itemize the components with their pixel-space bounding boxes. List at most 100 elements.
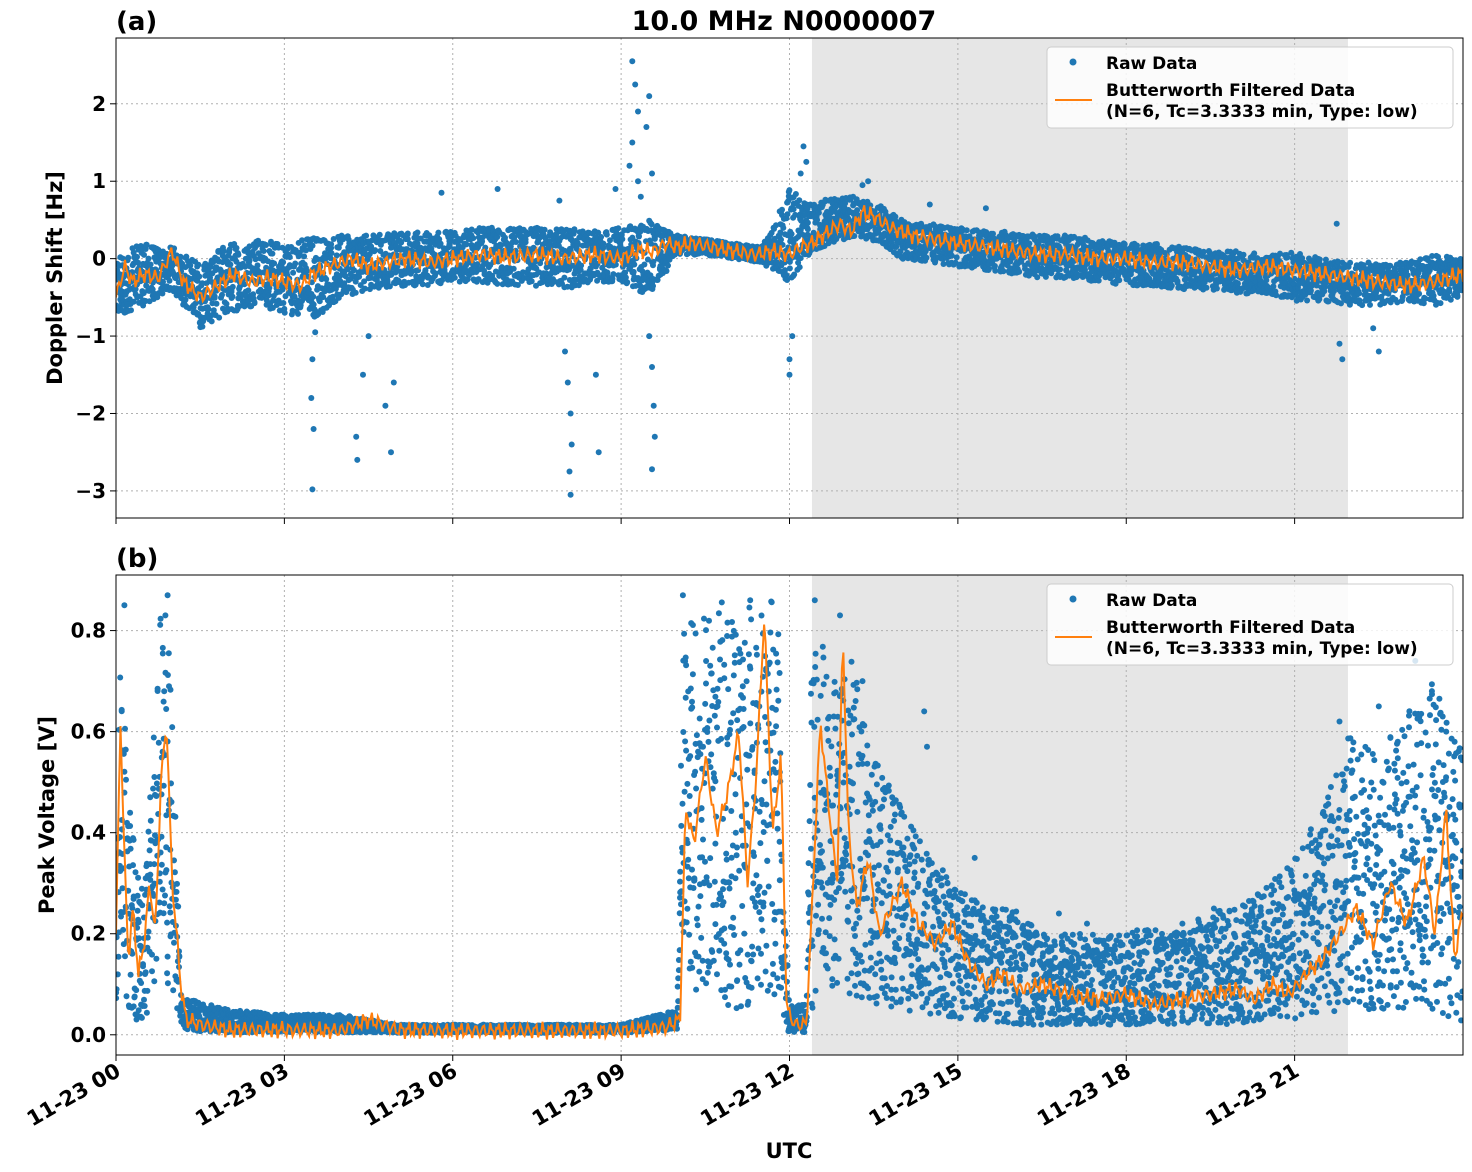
raw-data-point	[624, 279, 631, 286]
raw-data-point	[514, 282, 521, 288]
raw-data-point	[310, 293, 317, 300]
raw-data-point	[132, 286, 139, 293]
raw-data-point	[213, 300, 220, 307]
raw-data-point	[451, 269, 458, 276]
raw-data-point	[650, 283, 656, 289]
raw-data-point	[330, 236, 337, 242]
raw-data-point	[1356, 290, 1363, 297]
raw-data-point	[630, 268, 637, 275]
raw-data-point	[1284, 254, 1291, 261]
raw-data-point	[854, 207, 861, 214]
raw-data-point	[271, 260, 278, 267]
raw-data-point	[373, 277, 380, 284]
raw-data-point	[159, 290, 166, 297]
raw-data-point	[145, 255, 152, 262]
raw-data-point	[414, 229, 421, 236]
raw-data-point	[195, 261, 202, 268]
raw-data-point	[143, 241, 150, 248]
raw-data-point	[363, 232, 370, 239]
raw-data-point	[1203, 284, 1210, 291]
raw-data-point	[779, 206, 785, 213]
raw-data-point	[295, 310, 301, 317]
raw-data-point	[513, 239, 519, 245]
raw-data-point	[404, 236, 411, 243]
raw-data-point	[598, 234, 605, 240]
raw-data-point	[323, 276, 330, 283]
raw-data-point	[786, 265, 793, 272]
raw-data-point	[229, 293, 236, 300]
raw-data-point	[923, 254, 930, 261]
raw-data-point	[245, 287, 252, 294]
raw-data-point	[201, 314, 208, 321]
raw-data-point	[199, 323, 206, 330]
raw-data-point	[498, 264, 505, 271]
raw-data-point	[310, 301, 317, 308]
raw-data-point	[301, 242, 308, 249]
raw-data-point	[1174, 278, 1181, 285]
raw-data-point	[792, 191, 799, 197]
raw-data-point	[422, 267, 429, 274]
raw-data-point	[419, 281, 426, 288]
raw-data-point	[241, 281, 248, 288]
raw-data-point	[246, 257, 253, 264]
raw-data-point	[141, 251, 147, 258]
raw-data-point	[286, 254, 293, 261]
raw-data-point	[140, 290, 147, 297]
raw-data-point	[320, 294, 327, 301]
raw-data-point	[254, 262, 261, 269]
raw-data-point	[351, 267, 357, 274]
raw-data-point	[631, 261, 638, 268]
raw-data-point	[125, 254, 132, 261]
raw-data-point	[316, 298, 323, 305]
raw-data-point	[814, 217, 820, 223]
raw-data-point	[280, 300, 287, 306]
raw-data-point	[641, 261, 648, 268]
raw-data-point	[796, 197, 803, 204]
raw-data-point	[578, 262, 585, 269]
raw-data-point	[446, 243, 453, 250]
raw-data-point	[571, 228, 578, 234]
raw-data-point	[600, 244, 607, 251]
raw-data-point	[463, 241, 470, 248]
raw-data-point	[414, 240, 421, 247]
raw-data-point	[1338, 300, 1344, 307]
raw-data-point	[291, 293, 298, 300]
raw-data-point	[1347, 259, 1354, 266]
raw-data-point	[376, 231, 383, 238]
raw-data-point	[804, 226, 811, 233]
raw-data-point	[992, 267, 999, 274]
raw-data-point	[963, 227, 970, 234]
raw-data-point	[329, 293, 336, 300]
raw-data-point	[269, 250, 276, 257]
raw-data-point	[448, 234, 455, 241]
raw-data-point	[796, 264, 803, 271]
raw-data-point	[143, 282, 150, 289]
raw-data-point	[135, 259, 142, 266]
raw-data-point	[1270, 283, 1277, 290]
raw-data-point	[953, 254, 960, 261]
raw-data-point	[528, 278, 535, 285]
raw-data-point	[263, 242, 270, 248]
raw-data-point	[1240, 251, 1247, 258]
raw-data-point	[1316, 256, 1323, 263]
raw-data-point	[333, 252, 340, 259]
raw-data-point	[413, 273, 420, 280]
raw-data-point	[147, 261, 154, 268]
raw-data-point	[134, 253, 140, 260]
raw-data-point	[328, 244, 335, 251]
raw-data-point	[211, 293, 218, 300]
raw-data-point	[778, 236, 784, 243]
raw-data-point	[220, 248, 227, 255]
raw-data-point	[303, 268, 310, 275]
raw-data-point	[216, 314, 223, 321]
raw-data-point	[356, 273, 363, 280]
raw-data-point	[1116, 277, 1123, 284]
raw-data-point	[366, 251, 373, 257]
raw-data-point	[372, 247, 379, 254]
raw-data-point	[404, 230, 411, 237]
raw-data-point	[522, 236, 529, 243]
raw-data-point	[276, 307, 283, 314]
raw-data-point	[510, 265, 517, 272]
raw-data-point	[470, 235, 477, 242]
